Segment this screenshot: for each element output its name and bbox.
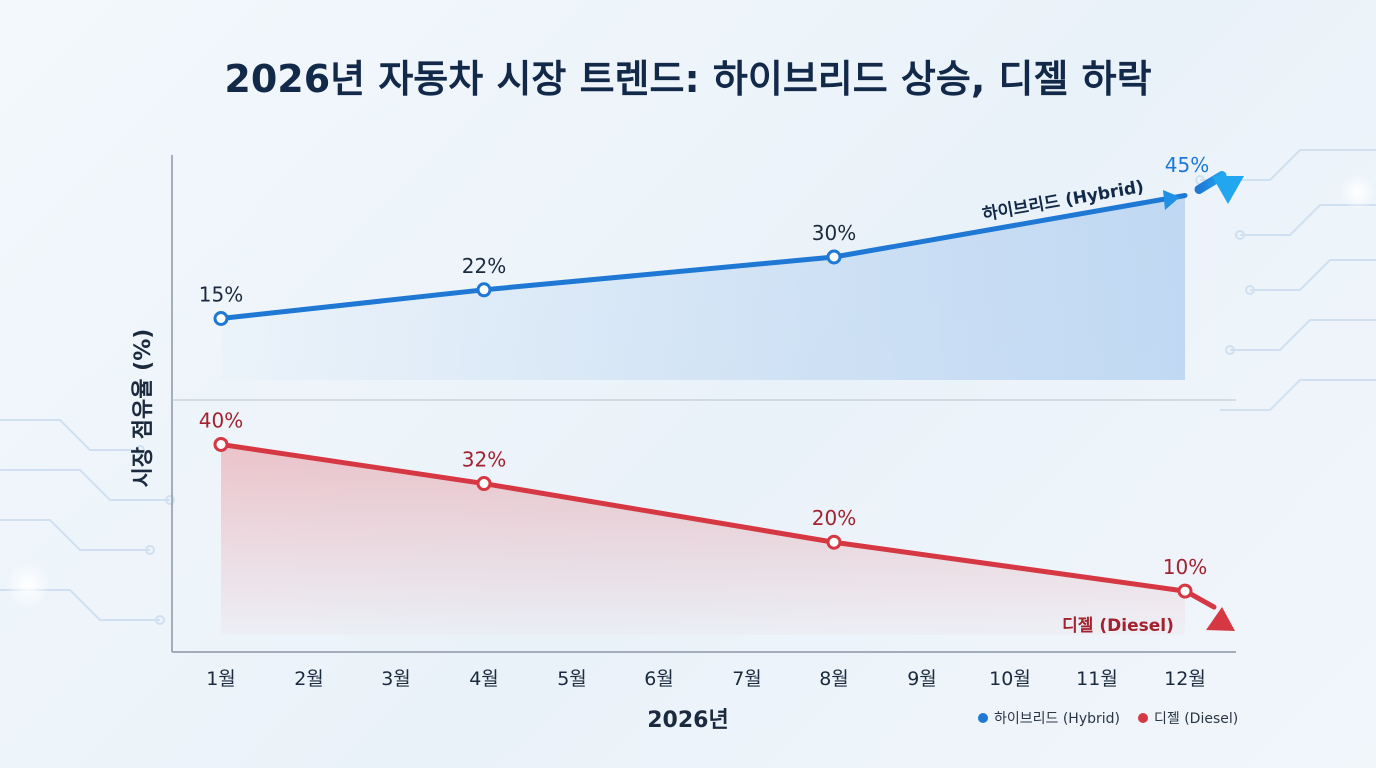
- hybrid-data-label: 15%: [199, 283, 243, 307]
- diesel-series-label: 디젤 (Diesel): [1062, 616, 1174, 636]
- diesel-point: [1177, 583, 1193, 599]
- x-tick-label: 2월: [294, 668, 324, 690]
- diesel-data-label: 32%: [462, 448, 506, 472]
- x-tick-label: 10월: [989, 668, 1031, 690]
- x-tick-label: 7월: [732, 668, 762, 690]
- x-tick-label: 3월: [381, 668, 411, 690]
- glow-decoration: [1340, 174, 1376, 210]
- y-axis-label: 시장 점유율 (%): [131, 329, 156, 488]
- diesel-arrow-head: [1206, 607, 1235, 631]
- hybrid-arrow-head: [1212, 176, 1244, 204]
- hybrid-arrow-head-small: [1163, 190, 1180, 210]
- hybrid-data-label: 22%: [462, 254, 506, 278]
- legend-marker-diesel: [1138, 713, 1148, 723]
- chart-title: 2026년 자동차 시장 트렌드: 하이브리드 상승, 디젤 하락: [224, 57, 1151, 101]
- diesel-point: [826, 534, 842, 550]
- x-axis-label: 2026년: [647, 708, 728, 733]
- legend-marker-hybrid: [978, 713, 988, 723]
- x-tick-label: 6월: [644, 668, 674, 690]
- diesel-data-label: 40%: [199, 408, 243, 432]
- legend: 하이브리드 (Hybrid) 디젤 (Diesel): [978, 711, 1238, 727]
- x-tick-label: 5월: [557, 668, 587, 690]
- x-tick-label: 8월: [819, 668, 849, 690]
- glow-decoration: [6, 563, 50, 607]
- x-tick-label: 9월: [907, 668, 937, 690]
- diesel-data-label: 10%: [1163, 555, 1207, 579]
- legend-label-hybrid: 하이브리드 (Hybrid): [994, 711, 1120, 727]
- x-tick-label: 1월: [206, 668, 236, 690]
- diesel-line: [218, 441, 1188, 594]
- diesel-point: [476, 476, 492, 492]
- hybrid-line: [218, 193, 1188, 321]
- x-tick-label: 12월: [1164, 668, 1206, 690]
- x-tick-label: 4월: [469, 668, 499, 690]
- diesel-area: [221, 444, 1185, 635]
- hybrid-point: [826, 249, 842, 265]
- diesel-point: [213, 436, 229, 452]
- x-tick-label: 11월: [1076, 668, 1118, 690]
- circuit-decoration: [0, 149, 1376, 625]
- legend-label-diesel: 디젤 (Diesel): [1154, 711, 1238, 727]
- hybrid-point: [213, 311, 229, 326]
- hybrid-point: [476, 282, 492, 298]
- hybrid-area: [221, 195, 1185, 380]
- diesel-trend-arrow: [1186, 590, 1217, 610]
- hybrid-data-label: 45%: [1165, 153, 1209, 177]
- diesel-data-label: 20%: [812, 506, 856, 530]
- hybrid-data-label: 30%: [812, 221, 856, 245]
